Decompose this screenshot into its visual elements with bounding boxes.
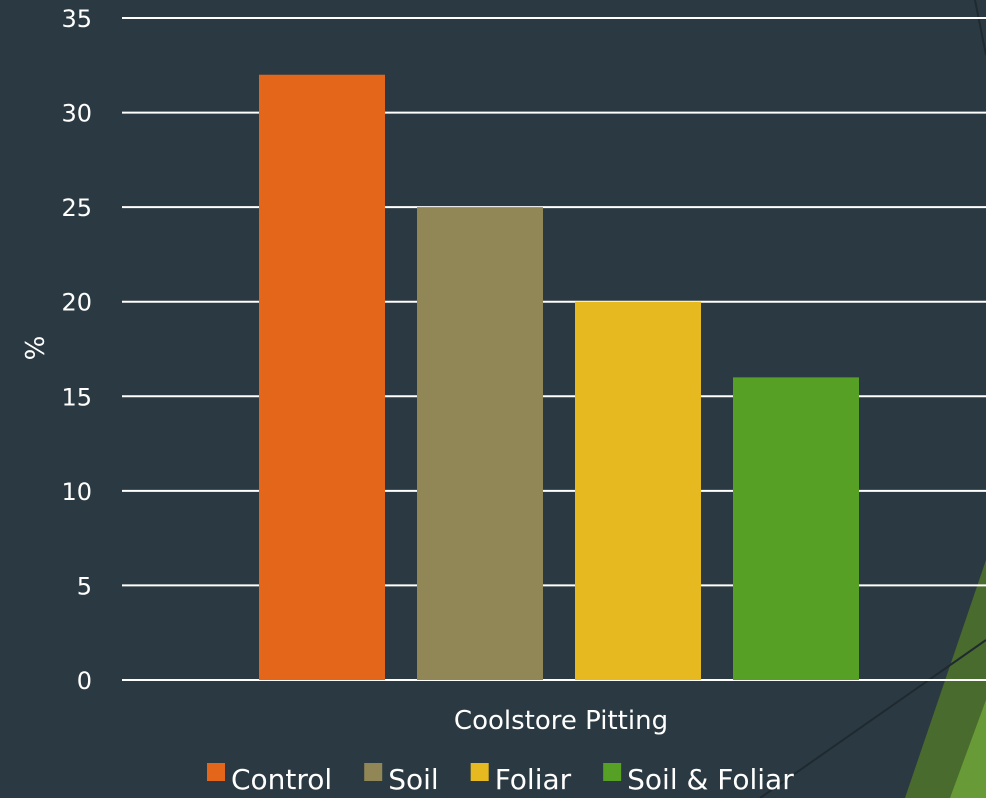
y-axis-title: % bbox=[21, 336, 51, 361]
y-tick-label: 30 bbox=[61, 100, 92, 128]
bar-control bbox=[259, 74, 385, 680]
y-tick-label: 10 bbox=[61, 478, 92, 506]
legend-label: Control bbox=[231, 763, 332, 796]
y-tick-label: 20 bbox=[61, 289, 92, 317]
legend-label: Foliar bbox=[495, 763, 572, 796]
decor-thin-line-top bbox=[974, 0, 986, 56]
bar-foliar bbox=[575, 301, 701, 680]
y-tick-label: 25 bbox=[61, 194, 92, 222]
legend-item: Soil bbox=[364, 763, 439, 796]
legend-swatch bbox=[603, 763, 622, 781]
y-axis-ticks: 0 5 10 15 20 25 30 35 bbox=[61, 5, 92, 695]
bars bbox=[259, 74, 859, 680]
y-tick-label: 0 bbox=[77, 667, 92, 695]
legend-item: Soil & Foliar bbox=[603, 763, 794, 796]
bar-soil-foliar bbox=[733, 377, 859, 680]
legend-item: Foliar bbox=[470, 763, 572, 796]
legend-label: Soil & Foliar bbox=[627, 763, 794, 796]
y-tick-label: 35 bbox=[61, 5, 92, 33]
legend-swatch bbox=[364, 763, 383, 781]
decor-light-green-shape bbox=[950, 700, 986, 798]
y-axis-title-group: % bbox=[21, 336, 51, 361]
legend-swatch bbox=[207, 763, 225, 781]
y-tick-label: 5 bbox=[77, 572, 92, 600]
legend-item: Control bbox=[207, 763, 332, 796]
y-tick-label: 15 bbox=[61, 383, 92, 411]
legend-swatch bbox=[470, 763, 489, 781]
x-category-label: Coolstore Pitting bbox=[454, 706, 668, 736]
bar-soil bbox=[417, 207, 543, 680]
legend-label: Soil bbox=[388, 763, 438, 796]
decor-thin-line bbox=[759, 639, 986, 798]
x-axis-categories: Coolstore Pitting bbox=[454, 706, 668, 736]
legend: Control Soil Foliar Soil & Foliar bbox=[207, 763, 794, 796]
